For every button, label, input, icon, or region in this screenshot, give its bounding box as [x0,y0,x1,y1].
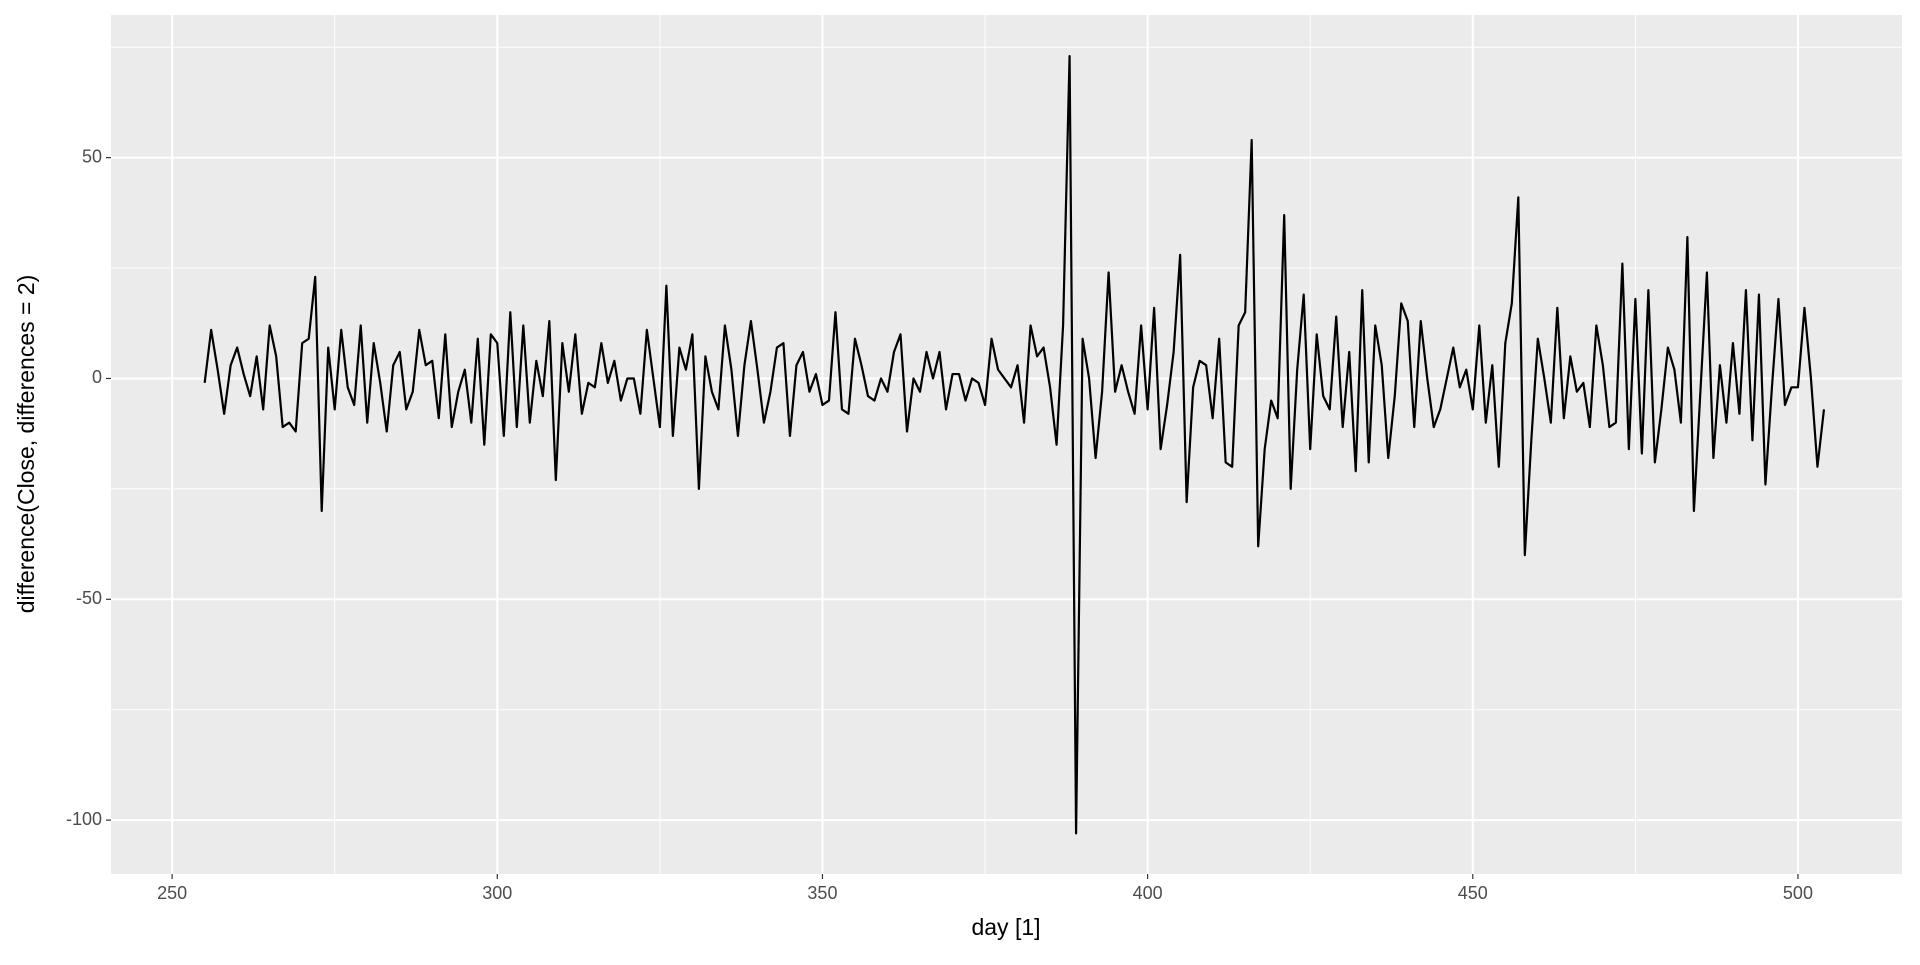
x-tick-label: 450 [1458,883,1488,903]
x-tick-label: 300 [482,883,512,903]
x-tick-label: 400 [1133,883,1163,903]
x-tick-label: 350 [807,883,837,903]
y-axis-title: difference(Close, differences = 2) [13,275,39,614]
y-tick-label: 50 [82,146,102,166]
y-tick-label: -100 [66,809,102,829]
line [203,54,1826,835]
x-tick-label: 250 [157,883,187,903]
plot-panel [111,15,1902,874]
y-tick-label: 0 [92,367,102,387]
x-tick-label: 500 [1783,883,1813,903]
x-axis-title: day [1] [971,914,1040,940]
y-tick-label: -50 [76,588,102,608]
